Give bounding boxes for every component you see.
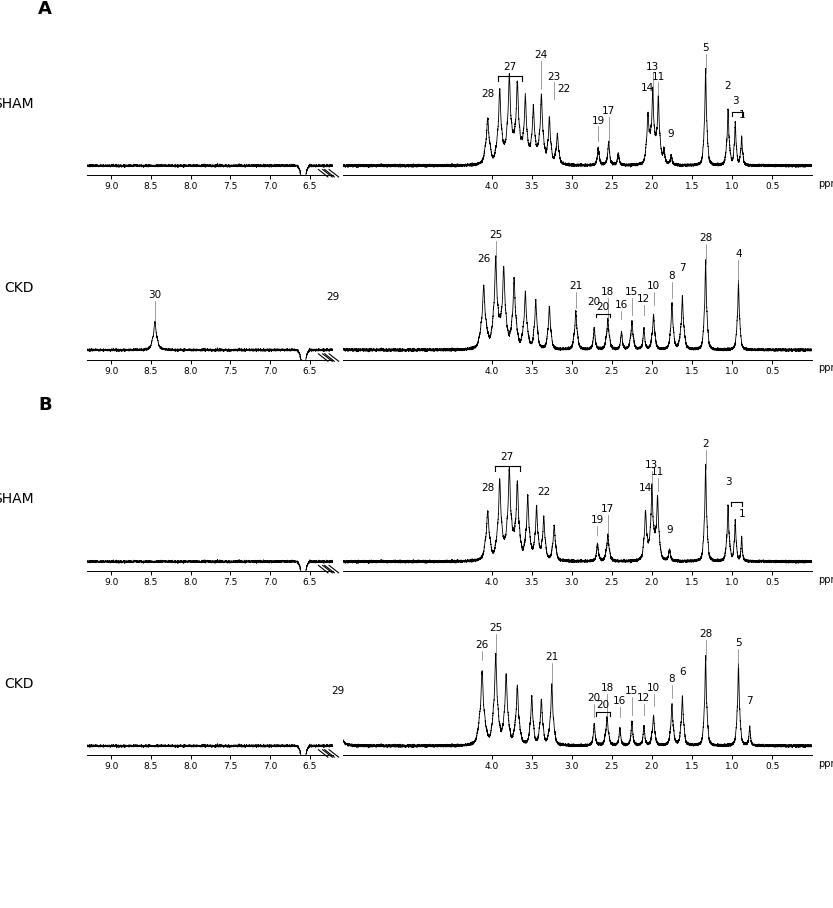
Text: 24: 24	[535, 51, 548, 61]
Text: B: B	[38, 396, 52, 414]
Text: 1: 1	[738, 508, 745, 518]
Text: 20: 20	[588, 297, 601, 307]
Text: 9: 9	[666, 525, 673, 535]
Text: 7: 7	[746, 696, 753, 706]
Text: 22: 22	[537, 487, 551, 497]
Text: 26: 26	[477, 254, 491, 264]
Text: 5: 5	[702, 43, 709, 53]
Text: 12: 12	[637, 294, 651, 304]
Text: 30: 30	[148, 291, 162, 301]
Text: 28: 28	[699, 232, 712, 242]
Text: 28: 28	[699, 628, 712, 638]
Text: 21: 21	[569, 281, 582, 291]
Text: 26: 26	[476, 640, 489, 650]
Text: A: A	[38, 0, 52, 18]
Text: 20: 20	[596, 699, 610, 709]
Text: 22: 22	[557, 84, 571, 94]
Text: 18: 18	[601, 288, 615, 298]
Text: 19: 19	[591, 515, 604, 525]
Text: 7: 7	[679, 263, 686, 273]
Text: 18: 18	[601, 684, 614, 694]
Text: 20: 20	[588, 693, 601, 703]
Text: 16: 16	[613, 696, 626, 706]
Text: 14: 14	[639, 483, 652, 493]
Text: 25: 25	[489, 623, 502, 633]
Text: 6: 6	[679, 667, 686, 677]
Text: 16: 16	[615, 300, 628, 310]
Text: ppm: ppm	[818, 759, 833, 769]
Text: 15: 15	[626, 288, 639, 298]
Text: 8: 8	[669, 271, 676, 281]
Text: 15: 15	[626, 686, 639, 696]
Text: 12: 12	[637, 693, 651, 703]
Text: 1: 1	[738, 110, 745, 120]
Text: 21: 21	[545, 652, 558, 662]
Text: 25: 25	[489, 230, 502, 240]
Text: 27: 27	[501, 452, 514, 462]
Text: 3: 3	[725, 477, 731, 487]
Text: 10: 10	[647, 281, 660, 291]
Text: 17: 17	[601, 504, 615, 514]
Text: ppm: ppm	[818, 575, 833, 585]
Text: 10: 10	[647, 684, 660, 694]
Text: CKD: CKD	[4, 281, 33, 295]
Text: 13: 13	[646, 62, 660, 72]
Text: 29: 29	[327, 292, 340, 302]
Text: 17: 17	[602, 106, 616, 116]
Text: 11: 11	[651, 468, 664, 478]
Text: 8: 8	[669, 674, 676, 684]
Text: 11: 11	[651, 72, 665, 82]
Text: 13: 13	[646, 459, 659, 469]
Text: 4: 4	[736, 249, 741, 259]
Text: 29: 29	[332, 686, 345, 696]
Text: ppm: ppm	[818, 363, 833, 373]
Text: 27: 27	[503, 62, 516, 72]
Text: 28: 28	[481, 89, 494, 99]
Text: 9: 9	[668, 129, 675, 139]
Text: 5: 5	[736, 638, 741, 648]
Text: ppm: ppm	[818, 179, 833, 189]
Text: SHAM: SHAM	[0, 96, 33, 111]
Text: 3: 3	[732, 96, 739, 106]
Text: CKD: CKD	[4, 676, 33, 691]
Text: 14: 14	[641, 83, 655, 93]
Text: 2: 2	[702, 439, 709, 449]
Text: 2: 2	[725, 81, 731, 91]
Text: 20: 20	[596, 301, 610, 311]
Text: 23: 23	[547, 72, 561, 82]
Text: SHAM: SHAM	[0, 492, 33, 507]
Text: 19: 19	[591, 115, 605, 125]
Text: 28: 28	[481, 483, 494, 493]
